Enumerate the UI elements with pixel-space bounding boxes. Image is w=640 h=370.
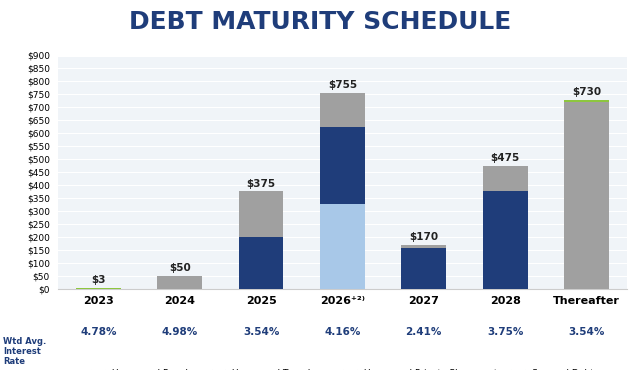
Text: 4.98%: 4.98% bbox=[161, 327, 198, 337]
Text: 3.75%: 3.75% bbox=[487, 327, 524, 337]
Text: (in millions): (in millions) bbox=[69, 43, 130, 52]
Text: DEBT MATURITY SCHEDULE: DEBT MATURITY SCHEDULE bbox=[129, 10, 511, 34]
Bar bbox=[401, 249, 446, 289]
Text: $170: $170 bbox=[409, 232, 438, 242]
Bar bbox=[564, 100, 609, 102]
Text: $755: $755 bbox=[328, 80, 357, 90]
Text: 4.16%: 4.16% bbox=[324, 327, 360, 337]
Bar bbox=[157, 276, 202, 289]
Bar bbox=[483, 192, 527, 289]
Bar bbox=[483, 165, 527, 192]
Bar bbox=[320, 93, 365, 127]
Text: 3.54%: 3.54% bbox=[243, 327, 279, 337]
Bar bbox=[239, 191, 284, 237]
Bar bbox=[76, 288, 121, 289]
Text: $375: $375 bbox=[246, 179, 276, 189]
Text: 4.78%: 4.78% bbox=[80, 327, 116, 337]
Text: $50: $50 bbox=[169, 263, 191, 273]
Text: $730: $730 bbox=[572, 87, 601, 97]
Text: 3.54%: 3.54% bbox=[568, 327, 605, 337]
Text: $475: $475 bbox=[490, 153, 520, 163]
Legend: Unsecured Revolver, Unsecured Term Loans, Unsecured Private Placements, Secured : Unsecured Revolver, Unsecured Term Loans… bbox=[88, 366, 597, 370]
Bar bbox=[401, 245, 446, 249]
Text: $3: $3 bbox=[91, 275, 106, 285]
Text: Wtd Avg.
Interest
Rate: Wtd Avg. Interest Rate bbox=[3, 337, 47, 367]
Bar bbox=[320, 204, 365, 289]
Bar bbox=[564, 102, 609, 289]
Text: 2.41%: 2.41% bbox=[406, 327, 442, 337]
Bar bbox=[320, 127, 365, 204]
Bar bbox=[239, 237, 284, 289]
Text: PRINCIPAL BALANCE AS OF SEPTEMBER 30, 2023: PRINCIPAL BALANCE AS OF SEPTEMBER 30, 20… bbox=[219, 43, 466, 52]
